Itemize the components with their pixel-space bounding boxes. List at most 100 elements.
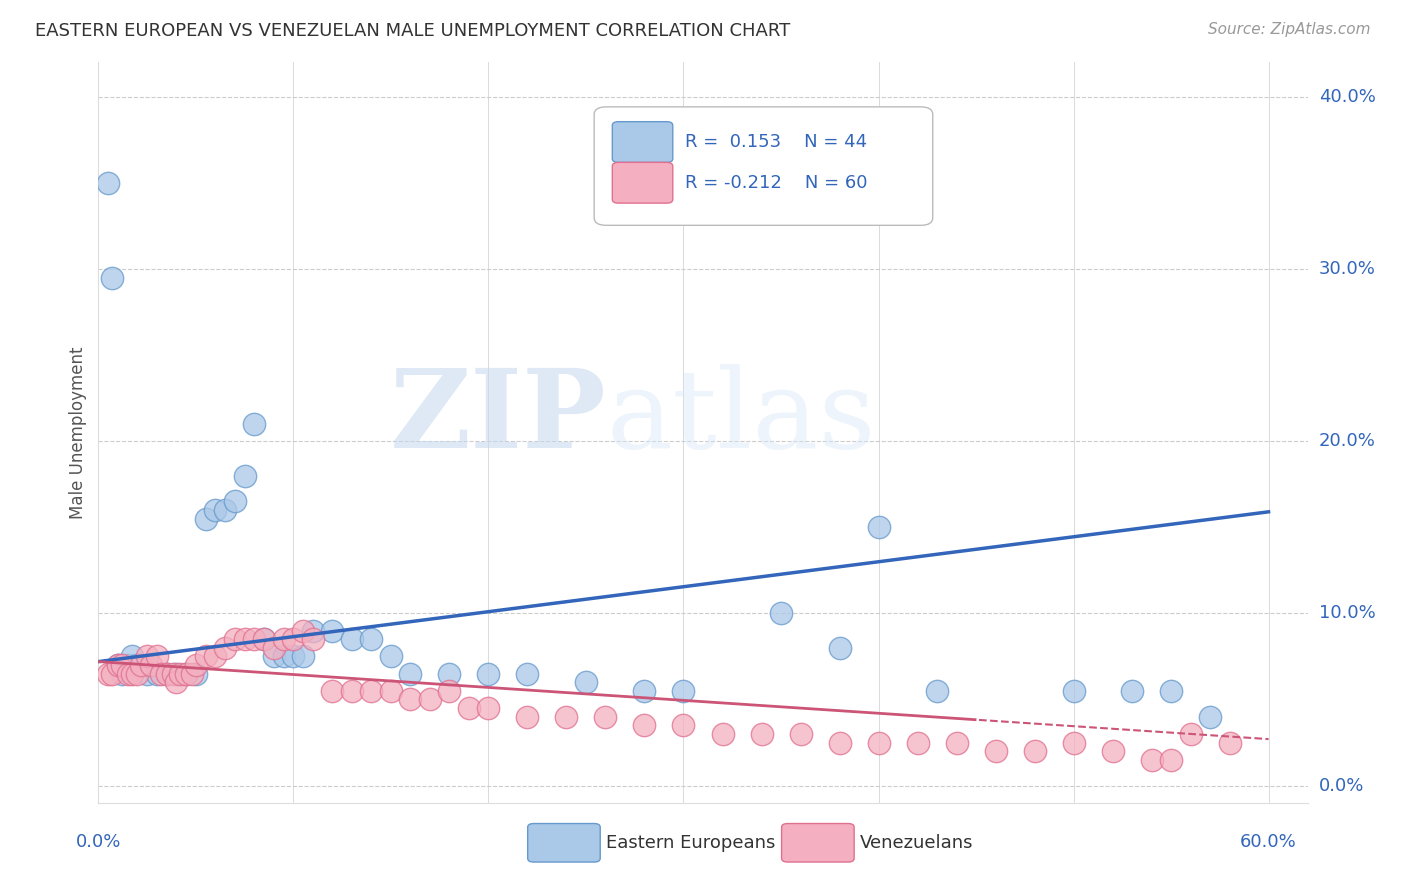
Point xyxy=(477,666,499,681)
Point xyxy=(107,658,129,673)
Point xyxy=(97,176,120,190)
Point xyxy=(136,666,159,681)
Text: EASTERN EUROPEAN VS VENEZUELAN MALE UNEMPLOYMENT CORRELATION CHART: EASTERN EUROPEAN VS VENEZUELAN MALE UNEM… xyxy=(35,22,790,40)
Point xyxy=(253,632,276,647)
Point xyxy=(868,520,890,534)
Text: 0.0%: 0.0% xyxy=(1319,777,1364,795)
Point xyxy=(1063,684,1085,698)
Point xyxy=(194,512,217,526)
Point xyxy=(156,666,179,681)
Point xyxy=(165,675,187,690)
Point xyxy=(111,666,134,681)
Point xyxy=(945,735,967,749)
Point xyxy=(828,735,851,749)
Point xyxy=(751,727,773,741)
Point xyxy=(360,684,382,698)
Text: R =  0.153    N = 44: R = 0.153 N = 44 xyxy=(685,134,868,152)
Point xyxy=(439,666,461,681)
Text: Eastern Europeans: Eastern Europeans xyxy=(606,834,776,852)
Point xyxy=(174,666,197,681)
Point xyxy=(380,649,402,664)
Point xyxy=(477,701,499,715)
Point xyxy=(136,649,159,664)
Point xyxy=(127,666,149,681)
Point xyxy=(516,666,538,681)
Point xyxy=(149,666,172,681)
Point xyxy=(868,735,890,749)
Text: 10.0%: 10.0% xyxy=(1319,605,1375,623)
Point xyxy=(224,494,246,508)
Point xyxy=(243,417,266,431)
Point xyxy=(184,666,207,681)
Point xyxy=(1121,684,1143,698)
Point xyxy=(925,684,948,698)
Point xyxy=(439,684,461,698)
Point xyxy=(458,701,481,715)
Point xyxy=(292,649,315,664)
Point xyxy=(1199,709,1222,723)
FancyBboxPatch shape xyxy=(613,162,672,203)
Point xyxy=(263,649,285,664)
Point xyxy=(273,632,295,647)
Point xyxy=(399,666,422,681)
Point xyxy=(769,607,792,621)
Point xyxy=(1063,735,1085,749)
Point xyxy=(575,675,598,690)
Point xyxy=(516,709,538,723)
Point xyxy=(633,718,655,732)
Point xyxy=(253,632,276,647)
Point xyxy=(340,684,363,698)
Point xyxy=(117,658,139,673)
Text: Venezuelans: Venezuelans xyxy=(860,834,974,852)
Point xyxy=(340,632,363,647)
Point xyxy=(672,684,695,698)
Point xyxy=(156,666,179,681)
Point xyxy=(127,658,149,673)
Point xyxy=(380,684,402,698)
Point xyxy=(204,649,226,664)
Point xyxy=(111,658,134,673)
FancyBboxPatch shape xyxy=(782,823,855,862)
Point xyxy=(184,658,207,673)
Point xyxy=(321,624,343,638)
Point xyxy=(1024,744,1046,758)
Point xyxy=(302,624,325,638)
FancyBboxPatch shape xyxy=(595,107,932,226)
Point xyxy=(214,640,236,655)
Point xyxy=(146,666,169,681)
Point xyxy=(595,709,617,723)
FancyBboxPatch shape xyxy=(613,121,672,162)
Point xyxy=(1219,735,1241,749)
Point xyxy=(292,624,315,638)
Text: 30.0%: 30.0% xyxy=(1319,260,1375,278)
Point xyxy=(233,632,256,647)
Text: Source: ZipAtlas.com: Source: ZipAtlas.com xyxy=(1208,22,1371,37)
Point xyxy=(555,709,578,723)
Point xyxy=(1160,753,1182,767)
Text: ZIP: ZIP xyxy=(389,364,606,471)
Text: atlas: atlas xyxy=(606,364,876,471)
Point xyxy=(117,666,139,681)
Point xyxy=(162,666,184,681)
Point xyxy=(419,692,441,706)
Point xyxy=(672,718,695,732)
Point xyxy=(907,735,929,749)
Point xyxy=(302,632,325,647)
Point xyxy=(107,658,129,673)
Point xyxy=(165,666,187,681)
Point xyxy=(224,632,246,647)
Point xyxy=(214,503,236,517)
Point xyxy=(121,666,143,681)
Point xyxy=(243,632,266,647)
Y-axis label: Male Unemployment: Male Unemployment xyxy=(69,346,87,519)
Point xyxy=(283,632,305,647)
Point xyxy=(1180,727,1202,741)
Point xyxy=(181,666,204,681)
Point xyxy=(984,744,1007,758)
Point xyxy=(283,649,305,664)
Point xyxy=(194,649,217,664)
Point xyxy=(711,727,734,741)
FancyBboxPatch shape xyxy=(527,823,600,862)
Point xyxy=(399,692,422,706)
Point xyxy=(139,658,162,673)
